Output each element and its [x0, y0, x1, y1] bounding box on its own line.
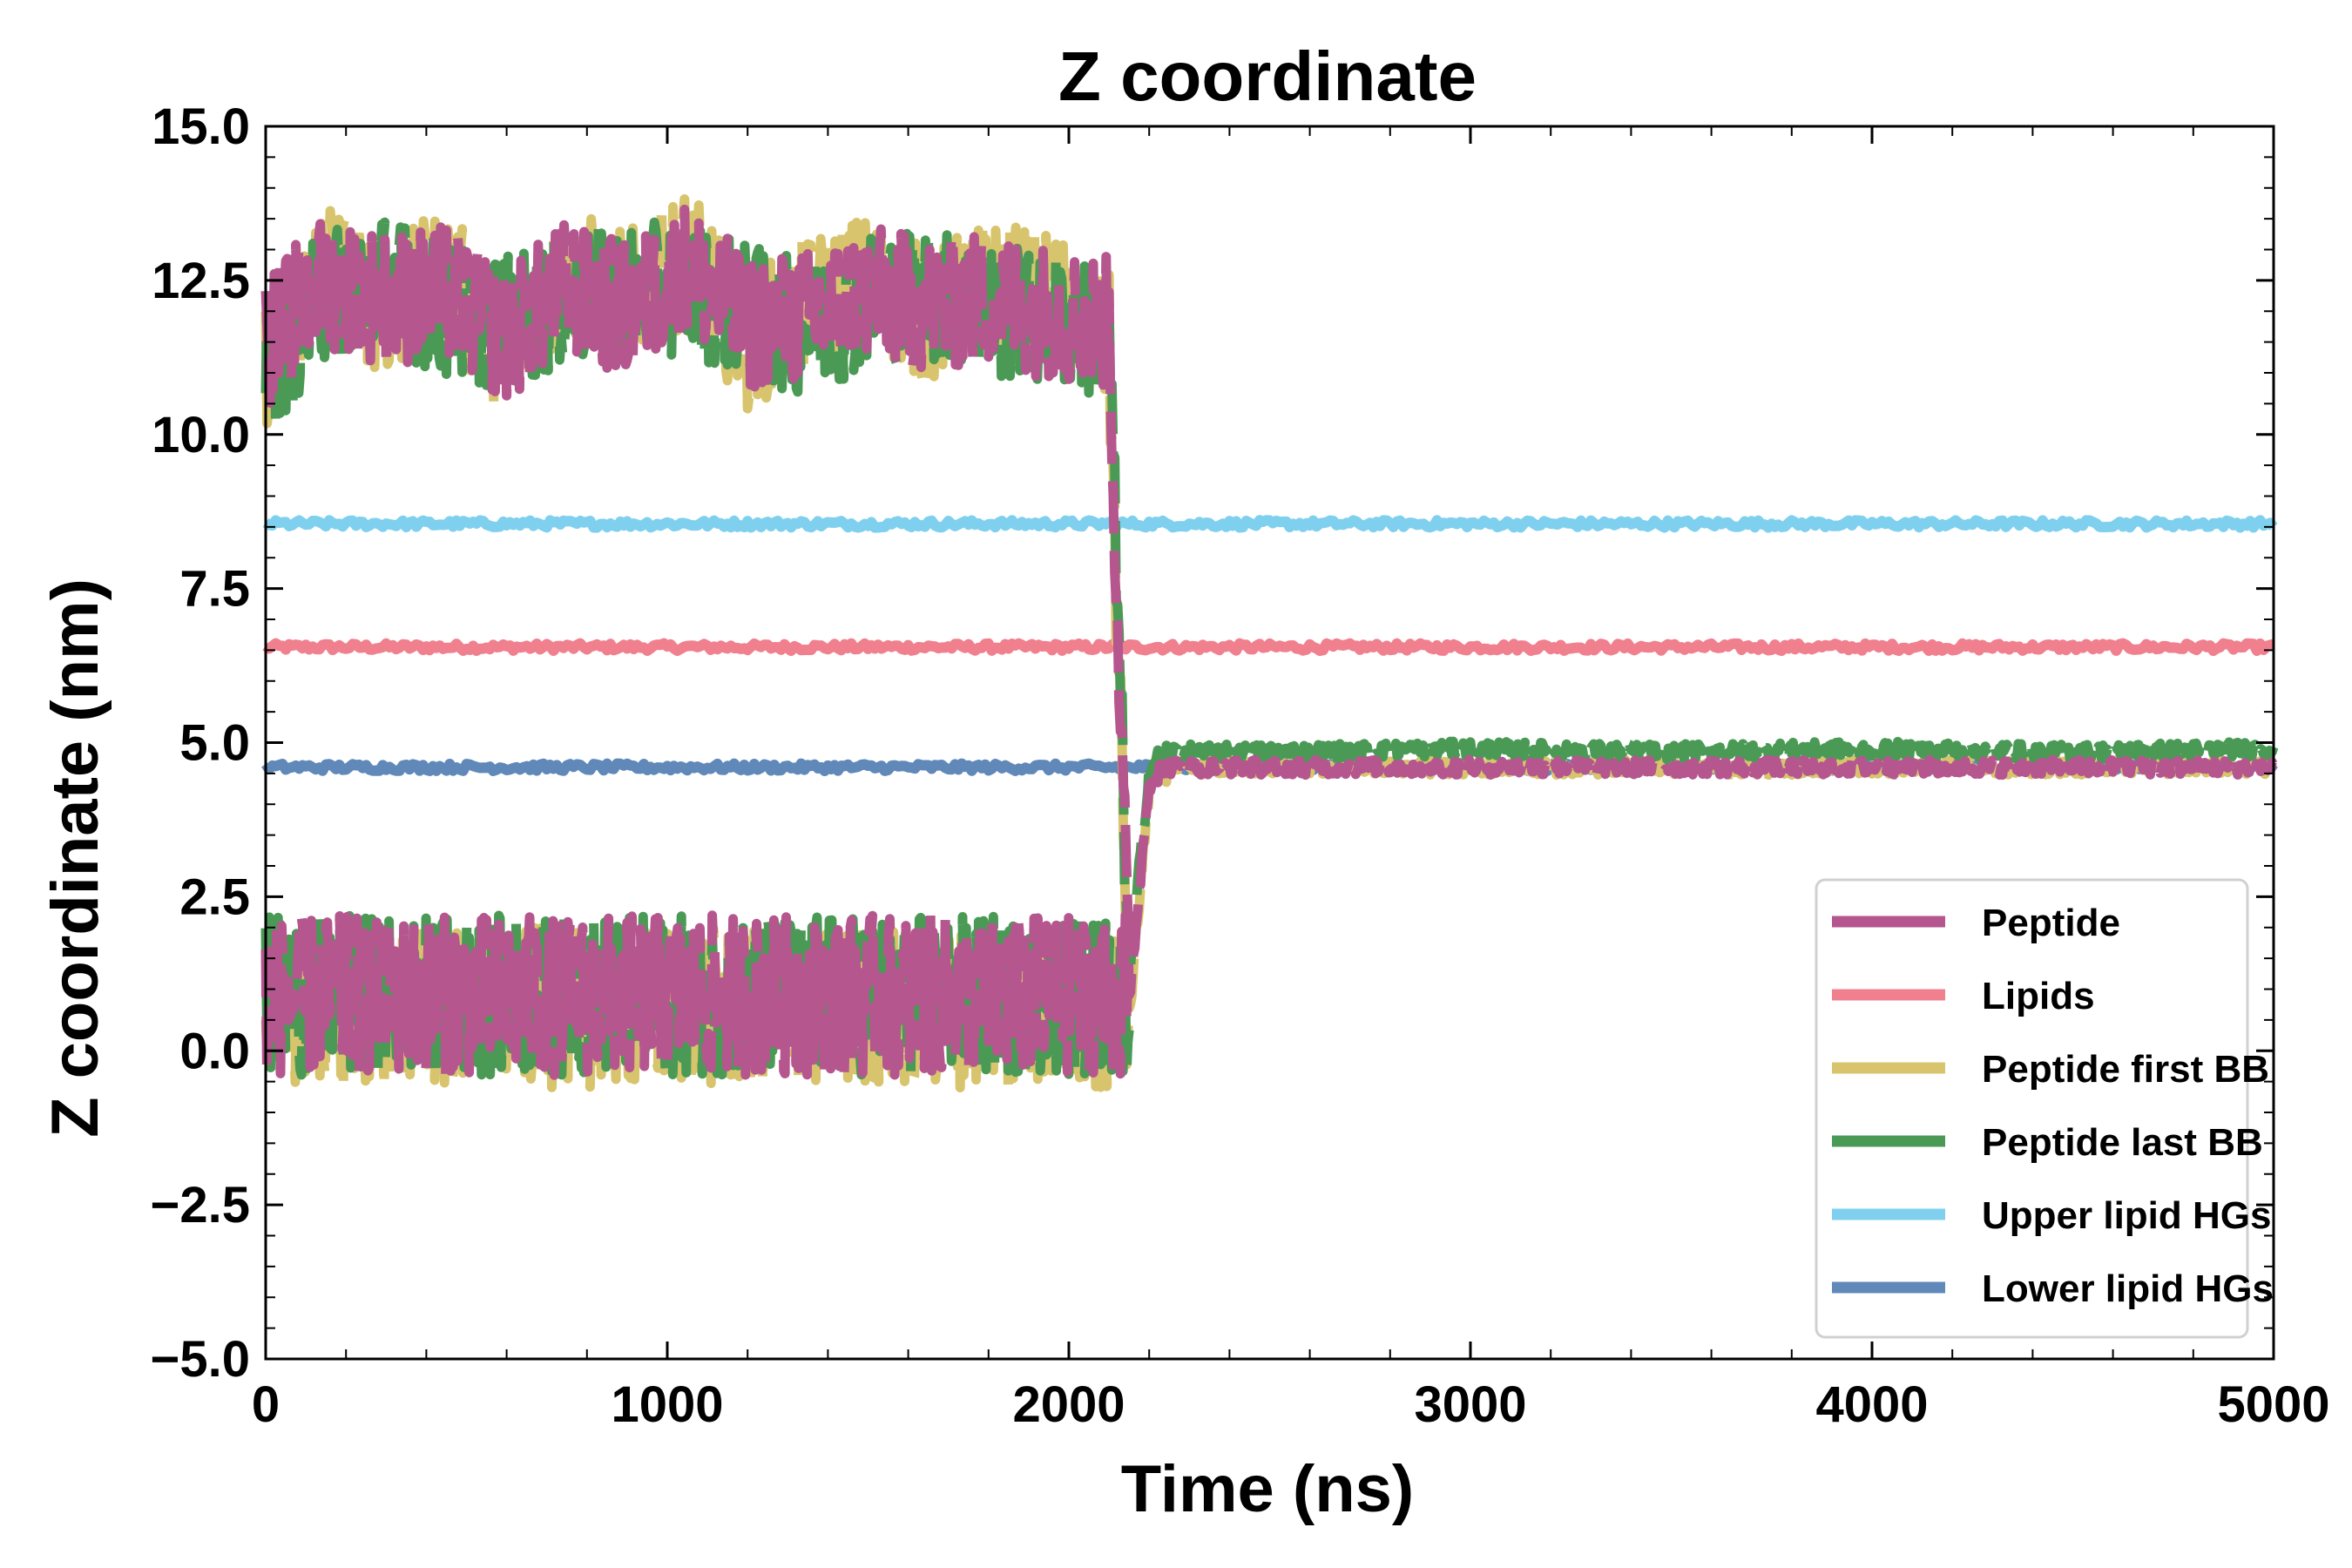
y-tick-label: 7.5 [179, 561, 250, 618]
x-axis-label: Time (ns) [1121, 1452, 1414, 1526]
y-tick-label: 0.0 [179, 1023, 250, 1079]
y-tick-label: 2.5 [179, 868, 250, 925]
tick-labels: 0 1000 2000 3000 4000 5000 −5.0 −2.5 0.0 2.5 5.0 7.… [151, 98, 2330, 1433]
legend-label-peptide-first-bb: Peptide first BB [1982, 1048, 2269, 1091]
series-line-lipids [262, 638, 2276, 656]
series-line-peptide-lower [260, 910, 1134, 1080]
x-tick-label: 4000 [1815, 1376, 1928, 1433]
x-tick-label: 2000 [1012, 1376, 1125, 1433]
y-tick-label: 15.0 [152, 98, 250, 155]
legend-label-peptide-last-bb: Peptide last BB [1982, 1121, 2263, 1164]
series-line-upper-lipid-hgs [262, 515, 2278, 533]
x-tick-label: 0 [252, 1376, 280, 1433]
y-tick-label: 5.0 [179, 715, 250, 772]
y-tick-label: 12.5 [152, 253, 250, 309]
legend-label-peptide: Peptide [1982, 902, 2120, 944]
legend-label-lipids: Lipids [1982, 975, 2095, 1017]
y-axis-label: Z coordinate (nm) [38, 578, 112, 1138]
y-tick-label: 10.0 [152, 407, 250, 463]
chart-title: Z coordinate [1058, 37, 1477, 115]
y-tick-label: −5.0 [151, 1331, 251, 1388]
series-line-peptide [260, 204, 2278, 1000]
legend-label-upper-lipid-hgs: Upper lipid HGs [1982, 1194, 2271, 1237]
plot-series [260, 194, 2279, 1092]
y-tick-label: −2.5 [151, 1177, 251, 1233]
x-tick-label: 5000 [2217, 1376, 2329, 1433]
legend-label-lower-lipid-hgs: Lower lipid HGs [1982, 1267, 2274, 1310]
x-tick-label: 1000 [611, 1376, 723, 1433]
series-line-peptide-last-bb [260, 217, 2279, 972]
legend: Peptide Lipids Peptide first BB Peptide las… [1815, 878, 2274, 1339]
x-tick-label: 3000 [1414, 1376, 1526, 1433]
ticks [264, 125, 2275, 1361]
